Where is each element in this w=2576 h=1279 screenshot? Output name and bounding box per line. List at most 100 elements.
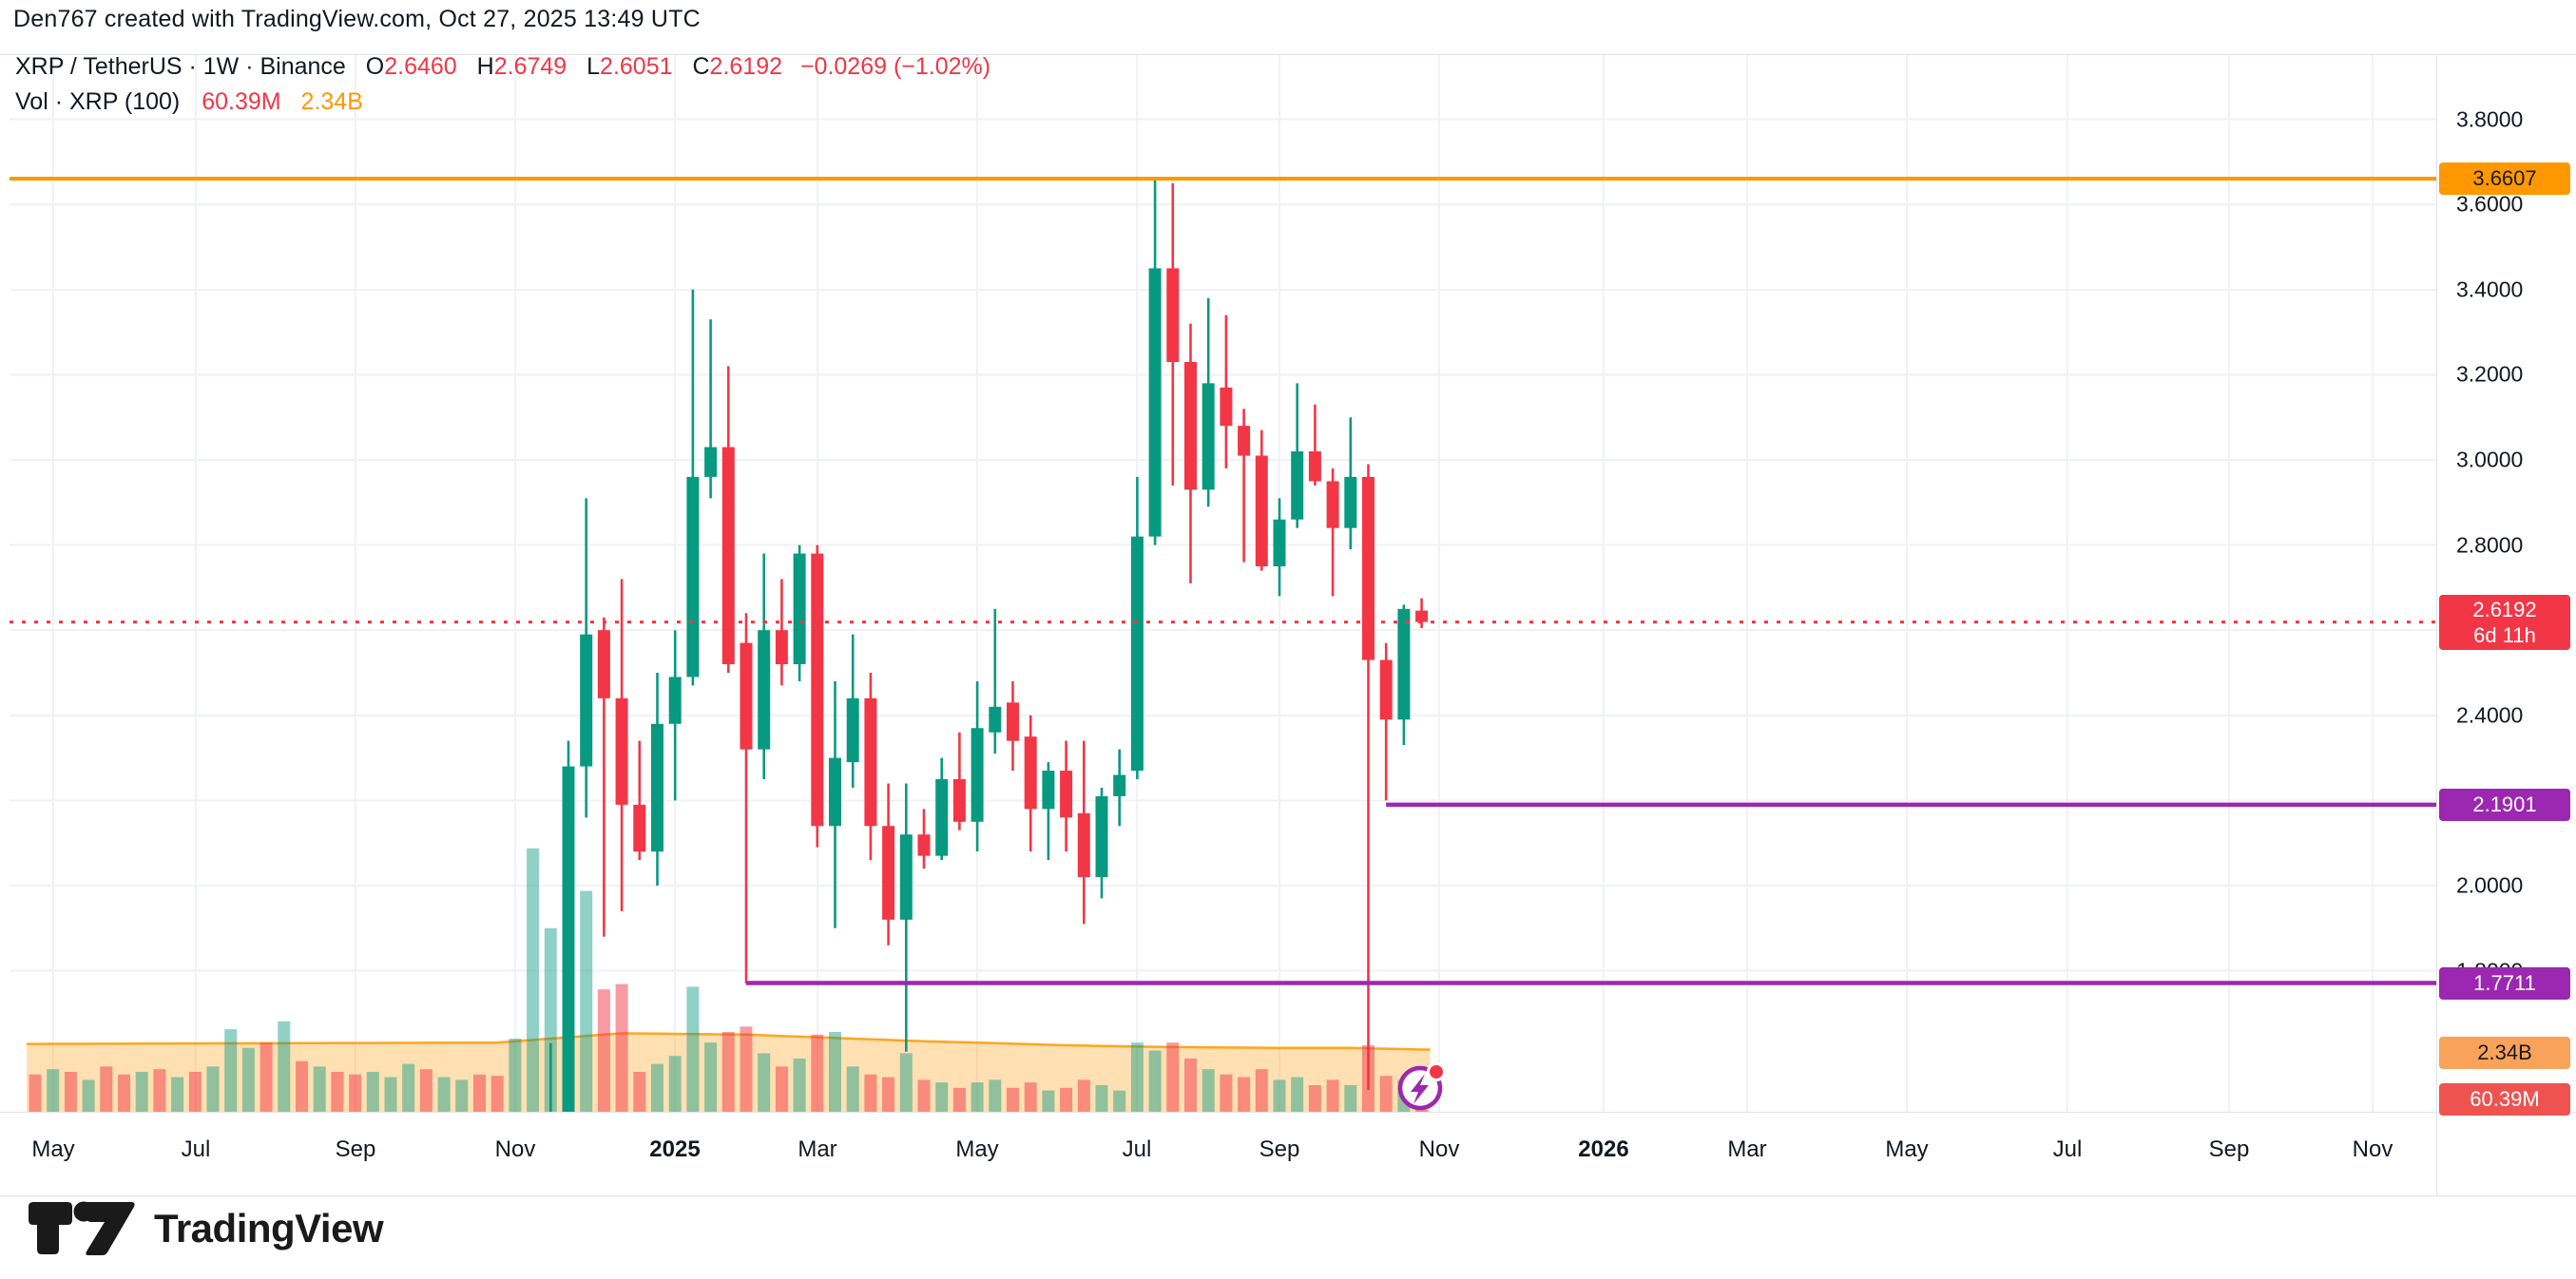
volume-bar — [331, 1072, 344, 1112]
volume-value: 60.39M — [202, 88, 281, 115]
volume-bar — [971, 1082, 984, 1112]
volume-bar — [402, 1063, 415, 1112]
volume-bar — [260, 1042, 273, 1112]
close-label: C — [692, 53, 710, 80]
volume-bar — [1308, 1085, 1321, 1112]
volume-bar — [899, 1053, 913, 1112]
candle-body — [1397, 608, 1411, 720]
attribution-header: Den767 created with TradingView.com, Oct… — [13, 6, 701, 32]
volume-bar — [1042, 1090, 1055, 1112]
price-badge-2.1901[interactable]: 2.1901 — [2439, 788, 2570, 821]
candle-body — [1042, 771, 1055, 810]
volume-bar — [1166, 1042, 1180, 1112]
volume-bar — [580, 890, 593, 1112]
volume-bar — [721, 1032, 735, 1112]
volume-bar — [758, 1053, 771, 1112]
symbol-legend[interactable]: XRP / TetherUS · 1W · Binance O2.6460 H 2… — [15, 49, 990, 120]
candle-body — [1415, 610, 1429, 622]
price-badge-60.39M[interactable]: 60.39M — [2439, 1083, 2570, 1116]
volume-bar — [384, 1077, 397, 1112]
price-tick-2.4000: 2.4000 — [2456, 702, 2524, 728]
volume-bar — [82, 1079, 95, 1112]
price-badge-3.6607[interactable]: 3.6607 — [2439, 162, 2570, 195]
candle-body — [1308, 451, 1321, 482]
candle-body — [1255, 455, 1268, 566]
time-tick-Mar: Mar — [1727, 1136, 1767, 1162]
volume-indicator-label[interactable]: Vol · XRP (100) — [15, 88, 181, 115]
price-tick-2.0000: 2.0000 — [2456, 872, 2524, 898]
volume-bar — [118, 1074, 130, 1112]
close-value: 2.6192 — [709, 53, 782, 80]
volume-bar — [1273, 1079, 1286, 1112]
low-label: L — [586, 53, 601, 80]
volume-bar — [1326, 1079, 1339, 1112]
tradingview-logo-mark — [29, 1201, 135, 1255]
volume-bar — [882, 1077, 895, 1112]
high-label: H — [476, 53, 494, 80]
volume-bar — [527, 848, 540, 1112]
volume-bar — [473, 1074, 486, 1112]
time-tick-2025: 2025 — [649, 1136, 701, 1162]
volume-bar — [1007, 1087, 1019, 1112]
candle-body — [971, 728, 984, 822]
candle-body — [1007, 702, 1019, 741]
change-value: −0.0269 (−1.02%) — [799, 53, 991, 80]
pane-bottom-border — [0, 1112, 2576, 1113]
open-label: O — [365, 53, 385, 80]
open-value: 2.6460 — [384, 53, 457, 80]
price-badge-2.34B[interactable]: 2.34B — [2439, 1037, 2570, 1069]
tradingview-logo[interactable]: TradingView — [25, 1199, 384, 1258]
candle-body — [952, 778, 966, 822]
low-value: 2.6051 — [600, 53, 673, 80]
candle-body — [633, 804, 646, 852]
candle-body — [1095, 795, 1108, 878]
time-tick-Jul: Jul — [181, 1136, 211, 1162]
candle-body — [1113, 774, 1126, 796]
candlesticks-layer — [548, 179, 1429, 1112]
candle-body — [989, 706, 1002, 733]
time-axis[interactable]: May Jul Sep Nov 2025 Mar May Jul Sep Nov 2026 Mar Ma… — [0, 1119, 2436, 1186]
time-tick-Sep: Sep — [335, 1136, 376, 1162]
price-badge-1.7711[interactable]: 1.7711 — [2439, 966, 2570, 1000]
volume-bar — [171, 1077, 184, 1112]
volume-bar — [1130, 1042, 1144, 1112]
candle-body — [935, 778, 949, 856]
volume-bar — [1077, 1079, 1090, 1112]
grid-layer — [10, 54, 2436, 1112]
volume-bar — [1113, 1090, 1126, 1112]
candle-body — [721, 447, 735, 665]
price-tick-3.0000: 3.0000 — [2456, 447, 2524, 472]
volume-bar — [846, 1066, 859, 1112]
candle-body — [562, 766, 575, 1112]
candle-body — [864, 697, 877, 827]
volume-ma-value: 2.34B — [300, 88, 363, 115]
volume-bar — [437, 1077, 451, 1112]
volume-bar — [829, 1032, 841, 1112]
level-lines-layer — [10, 177, 2436, 985]
candle-body — [1326, 481, 1339, 528]
volume-bar — [366, 1072, 379, 1112]
flash-event-icon[interactable] — [1397, 1062, 1446, 1111]
price-tick-3.8000: 3.8000 — [2456, 106, 2524, 132]
volume-bar — [135, 1072, 148, 1112]
symbol-title[interactable]: XRP / TetherUS · 1W · Binance — [15, 53, 346, 80]
countdown-badge[interactable]: 2.6192 6d 11h — [2439, 594, 2570, 650]
volume-bar — [47, 1069, 60, 1112]
axis-separator-vertical — [2436, 54, 2437, 1195]
price-axis[interactable]: 3.80003.60003.40003.20003.00002.80002.60… — [2437, 54, 2576, 1195]
price-tick-3.4000: 3.4000 — [2456, 277, 2524, 302]
volume-bar — [1095, 1085, 1108, 1112]
candle-body — [829, 757, 841, 827]
time-tick-Sep: Sep — [1259, 1136, 1300, 1162]
volume-bar — [419, 1069, 433, 1112]
volume-bar — [668, 1056, 682, 1112]
price-tick-3.6000: 3.6000 — [2456, 191, 2524, 217]
candle-body — [597, 630, 610, 698]
volume-bar — [704, 1042, 718, 1112]
time-tick-2026: 2026 — [1578, 1136, 1629, 1162]
volume-bar — [740, 1026, 753, 1112]
time-tick-Nov: Nov — [1418, 1136, 1460, 1162]
candle-body — [740, 642, 753, 750]
notification-dot — [1427, 1062, 1446, 1081]
